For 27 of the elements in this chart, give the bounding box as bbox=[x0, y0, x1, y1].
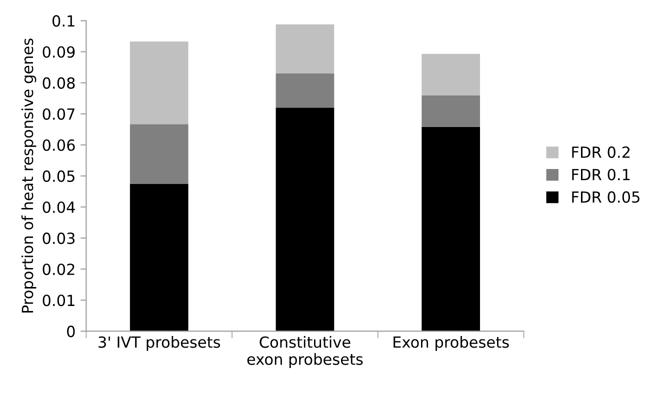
bar bbox=[130, 124, 188, 184]
y-axis-title: Proportion of heat responsive genes bbox=[21, 38, 36, 313]
bar bbox=[276, 108, 334, 332]
y-tick-label: 0.07 bbox=[42, 108, 74, 120]
y-tick-label: 0.04 bbox=[42, 201, 75, 214]
y-tick-label: 0.09 bbox=[42, 46, 75, 58]
legend-label: FDR 0.2 bbox=[572, 146, 630, 158]
bar bbox=[422, 95, 480, 127]
bar bbox=[130, 42, 188, 124]
y-tick-label: 0.1 bbox=[52, 15, 74, 27]
y-tick-label: 0.02 bbox=[42, 264, 74, 276]
legend-label: FDR 0.05 bbox=[572, 191, 640, 203]
y-tick-label: 0.05 bbox=[42, 170, 74, 182]
y-tick-label: 0.06 bbox=[42, 139, 75, 151]
x-tick-label: Constitutive exon probesets bbox=[247, 336, 363, 368]
bar bbox=[422, 54, 480, 96]
x-tick-label: Exon probesets bbox=[394, 336, 509, 351]
y-tick-label: 0.01 bbox=[42, 294, 74, 306]
x-tick-label: 3' IVT probesets bbox=[98, 336, 220, 351]
legend-label: FDR 0.1 bbox=[572, 168, 630, 180]
bar bbox=[276, 73, 334, 108]
bar bbox=[422, 126, 480, 332]
bar bbox=[130, 184, 188, 332]
y-tick-label: 0.08 bbox=[42, 77, 75, 89]
y-tick-label: 0.03 bbox=[42, 232, 75, 244]
bar bbox=[276, 24, 334, 74]
y-tick-label: 0 bbox=[67, 326, 75, 338]
